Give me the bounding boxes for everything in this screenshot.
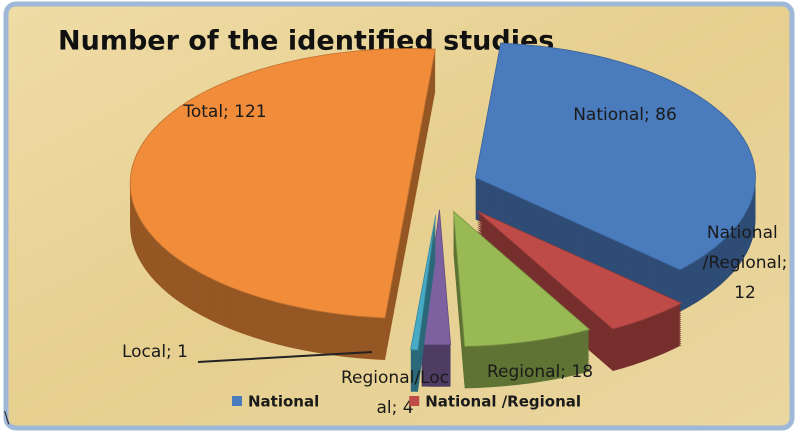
data-label: National; 86: [573, 105, 677, 125]
legend-label: National /Regional: [425, 393, 581, 411]
data-label: Regional/Loc al; 4: [341, 368, 449, 418]
leader-line: [197, 351, 373, 363]
label-line: al; 4: [376, 398, 413, 418]
legend-swatch: [232, 396, 242, 406]
annotation: \: [4, 408, 10, 427]
data-label: Local; 1: [122, 342, 188, 362]
data-label: National /Regional; 12: [703, 223, 788, 303]
slice: [475, 42, 756, 271]
label-line: National: [707, 223, 783, 243]
chart-title: Number of the identified studies: [58, 26, 554, 57]
slice: [410, 215, 437, 351]
legend-label: National: [248, 393, 319, 411]
data-label: Total; 121: [182, 102, 266, 122]
legend-swatch: [409, 396, 420, 406]
label-line: 12: [734, 283, 756, 303]
slice: [129, 48, 436, 319]
slice: [476, 210, 683, 330]
slice: [453, 210, 591, 347]
label-line: /Regional;: [703, 253, 788, 273]
data-label: Regional; 18: [487, 362, 593, 382]
label-line: Regional/Loc: [341, 368, 449, 388]
